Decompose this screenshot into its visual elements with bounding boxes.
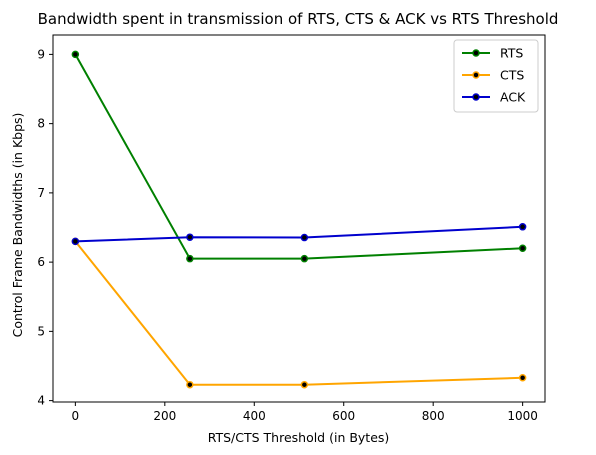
x-tick-label: 800: [422, 409, 445, 423]
legend-label: ACK: [500, 90, 526, 105]
data-point-rts: [186, 254, 194, 263]
legend-marker: [472, 93, 480, 101]
chart-title: Bandwidth spent in transmission of RTS, …: [38, 10, 559, 28]
x-tick-label: 600: [332, 409, 355, 423]
data-point-cts: [518, 374, 527, 382]
legend: RTS CTS ACK: [453, 39, 539, 113]
legend-item-cts: CTS: [462, 68, 524, 83]
legend-item-ack: ACK: [462, 90, 526, 105]
data-point-rts: [518, 244, 527, 253]
legend-item-rts: RTS: [462, 46, 523, 61]
series-line-cts: [74, 240, 523, 386]
data-point-ack: [71, 237, 80, 246]
x-tick-label: 0: [72, 409, 80, 423]
x-tick-label: 400: [243, 409, 266, 423]
data-point-ack: [300, 233, 309, 242]
x-axis-label: RTS/CTS Threshold (in Bytes): [208, 430, 390, 445]
x-tick-label: 1000: [507, 409, 538, 423]
data-point-rts: [300, 254, 309, 263]
series-layer: [71, 50, 527, 389]
series-cts: [71, 237, 527, 389]
legend-marker: [472, 49, 480, 57]
y-tick-label: 4: [37, 394, 45, 408]
plot-area: [52, 34, 546, 403]
legend-label: CTS: [500, 68, 524, 83]
axis-ticks: 0 200 400 600 800 1000 4 5 6 7 8 9: [37, 47, 538, 423]
series-line-ack: [75, 225, 523, 243]
y-tick-label: 8: [37, 117, 45, 131]
data-point-ack: [518, 223, 527, 231]
y-tick-label: 9: [37, 47, 45, 61]
legend-label: RTS: [500, 46, 523, 61]
series-ack: [71, 223, 527, 246]
data-point-rts: [71, 50, 80, 59]
y-tick-label: 7: [37, 186, 45, 200]
legend-marker: [472, 71, 480, 79]
plot-frame: [52, 34, 546, 403]
y-axis-label: Control Frame Bandwidths (in Kbps): [10, 113, 25, 338]
series-rts: [71, 50, 527, 263]
data-point-cts: [300, 380, 309, 389]
y-tick-label: 6: [37, 255, 45, 269]
data-point-cts: [186, 380, 194, 389]
y-tick-label: 5: [37, 324, 45, 338]
x-tick-label: 200: [153, 409, 176, 423]
series-line-rts: [74, 53, 523, 260]
data-point-ack: [186, 233, 194, 241]
